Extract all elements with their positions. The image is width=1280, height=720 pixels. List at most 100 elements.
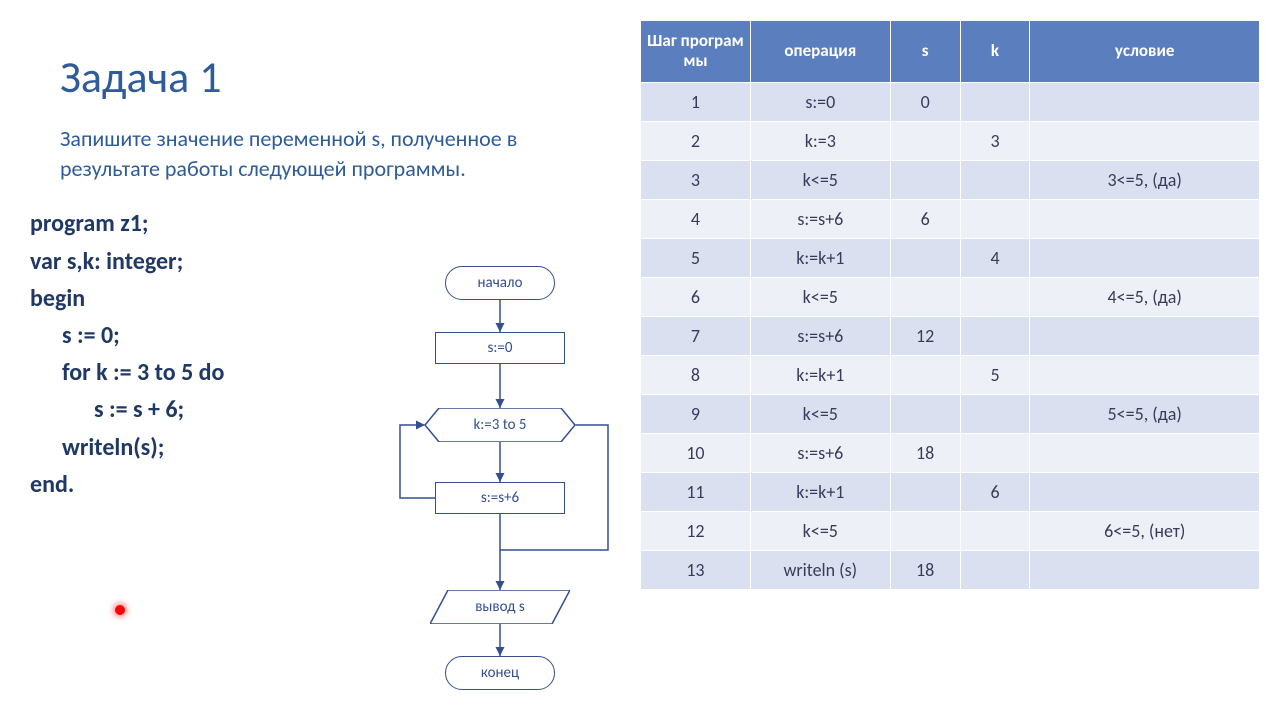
th-k: k xyxy=(960,21,1030,83)
table-cell xyxy=(1030,238,1260,277)
table-cell xyxy=(960,82,1030,121)
table-cell: k:=k+1 xyxy=(750,238,890,277)
table-row: 8k:=k+1 5 xyxy=(641,355,1260,394)
table-cell: k<=5 xyxy=(750,394,890,433)
code-l2d: ; xyxy=(177,247,184,276)
table-cell: 12 xyxy=(641,511,751,550)
table-cell: s:=s+6 xyxy=(750,433,890,472)
th-op: операция xyxy=(750,21,890,83)
table-row: 9k<=55<=5, (да) xyxy=(641,394,1260,433)
table-cell: 3<=5, (да) xyxy=(1030,160,1260,199)
table-cell: 6 xyxy=(960,472,1030,511)
table-cell: 13 xyxy=(641,550,751,589)
fc-output: вывод s xyxy=(430,590,570,624)
table-cell xyxy=(890,160,960,199)
table-cell: 4 xyxy=(641,199,751,238)
table-cell: 18 xyxy=(890,550,960,589)
table-cell: 1 xyxy=(641,82,751,121)
table-cell: 6 xyxy=(641,277,751,316)
flowchart: начало s:=0 k:=3 to 5 s:=s+6 вывод s кон… xyxy=(370,260,630,710)
table-cell: 8 xyxy=(641,355,751,394)
table-cell: 3 xyxy=(960,121,1030,160)
table-cell: 18 xyxy=(890,433,960,472)
right-panel: Шаг програм мы операция s k условие 1s:=… xyxy=(640,0,1280,720)
table-row: 12k<=56<=5, (нет) xyxy=(641,511,1260,550)
kw-for: for xyxy=(62,358,91,387)
table-row: 4s:=s+66 xyxy=(641,199,1260,238)
table-cell xyxy=(1030,355,1260,394)
table-cell xyxy=(890,511,960,550)
table-cell: k:=k+1 xyxy=(750,472,890,511)
fc-body: s:=s+6 xyxy=(435,482,565,514)
page: Задача 1 Запишите значение переменной s,… xyxy=(0,0,1280,720)
table-cell xyxy=(960,394,1030,433)
table-cell: s:=s+6 xyxy=(750,199,890,238)
fc-init-label: s:=0 xyxy=(488,339,513,357)
table-cell xyxy=(890,277,960,316)
trace-table: Шаг програм мы операция s k условие 1s:=… xyxy=(640,20,1260,590)
table-cell: k:=3 xyxy=(750,121,890,160)
table-cell: 0 xyxy=(890,82,960,121)
left-panel: Задача 1 Запишите значение переменной s,… xyxy=(0,0,640,720)
fc-start: начало xyxy=(445,266,555,300)
table-cell xyxy=(890,238,960,277)
table-cell: 11 xyxy=(641,472,751,511)
th-cond: условие xyxy=(1030,21,1260,83)
question-text: Запишите значение переменной s, полученн… xyxy=(60,124,600,183)
fc-loop-label: k:=3 to 5 xyxy=(473,416,526,434)
table-row: 11k:=k+1 6 xyxy=(641,472,1260,511)
fc-init: s:=0 xyxy=(435,332,565,364)
fc-end: конец xyxy=(445,656,555,690)
code-l7b: (s); xyxy=(133,433,164,462)
code-l1b: z1; xyxy=(115,209,149,238)
kw-begin: begin xyxy=(30,284,85,313)
table-cell xyxy=(1030,199,1260,238)
table-row: 6k<=54<=5, (да) xyxy=(641,277,1260,316)
table-cell xyxy=(960,160,1030,199)
trace-tbody: 1s:=002k:=333k<=53<=5, (да)4s:=s+665k:=k… xyxy=(641,82,1260,589)
table-cell xyxy=(1030,316,1260,355)
table-cell xyxy=(960,550,1030,589)
code-l2b: s,k: xyxy=(61,247,106,276)
title: Задача 1 xyxy=(60,50,640,104)
table-cell: 12 xyxy=(890,316,960,355)
kw-end: end xyxy=(30,470,68,499)
table-cell xyxy=(1030,433,1260,472)
table-cell xyxy=(960,433,1030,472)
kw-do: do xyxy=(199,358,225,387)
code-l4: s := 0; xyxy=(62,321,120,350)
table-cell: k<=5 xyxy=(750,160,890,199)
kw-writeln: writeln xyxy=(62,433,133,462)
fc-start-label: начало xyxy=(478,274,523,292)
table-cell xyxy=(890,355,960,394)
table-cell xyxy=(890,472,960,511)
table-cell: writeln (s) xyxy=(750,550,890,589)
table-cell: s:=0 xyxy=(750,82,890,121)
table-cell: 4<=5, (да) xyxy=(1030,277,1260,316)
fc-body-label: s:=s+6 xyxy=(481,489,519,507)
code-l5d: 5 xyxy=(176,358,199,387)
table-cell: k<=5 xyxy=(750,511,890,550)
table-cell: 2 xyxy=(641,121,751,160)
table-cell xyxy=(960,199,1030,238)
table-row: 10s:=s+618 xyxy=(641,433,1260,472)
table-cell xyxy=(1030,550,1260,589)
table-cell xyxy=(960,277,1030,316)
table-cell: 10 xyxy=(641,433,751,472)
table-cell xyxy=(890,394,960,433)
table-cell xyxy=(890,121,960,160)
table-cell: s:=s+6 xyxy=(750,316,890,355)
table-cell: 5<=5, (да) xyxy=(1030,394,1260,433)
laser-dot-icon xyxy=(115,605,125,615)
table-row: 2k:=3 3 xyxy=(641,121,1260,160)
table-row: 7s:=s+612 xyxy=(641,316,1260,355)
code-l5b: k := 3 xyxy=(91,358,155,387)
table-cell xyxy=(960,316,1030,355)
trace-thead: Шаг програм мы операция s k условие xyxy=(641,21,1260,83)
table-cell: k:=k+1 xyxy=(750,355,890,394)
kw-var: var xyxy=(30,247,61,276)
table-cell: 5 xyxy=(960,355,1030,394)
fc-output-label: вывод s xyxy=(475,598,524,616)
table-cell xyxy=(1030,121,1260,160)
table-cell: 4 xyxy=(960,238,1030,277)
